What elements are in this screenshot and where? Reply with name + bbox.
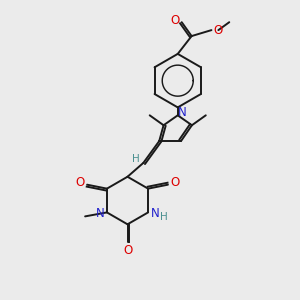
- Text: N: N: [151, 207, 159, 220]
- Text: O: O: [76, 176, 85, 189]
- Text: N: N: [96, 207, 104, 220]
- Text: O: O: [170, 176, 179, 189]
- Text: N: N: [178, 106, 187, 119]
- Text: O: O: [170, 14, 179, 27]
- Text: O: O: [123, 244, 132, 256]
- Text: H: H: [132, 154, 139, 164]
- Text: O: O: [214, 24, 223, 37]
- Text: H: H: [160, 212, 168, 222]
